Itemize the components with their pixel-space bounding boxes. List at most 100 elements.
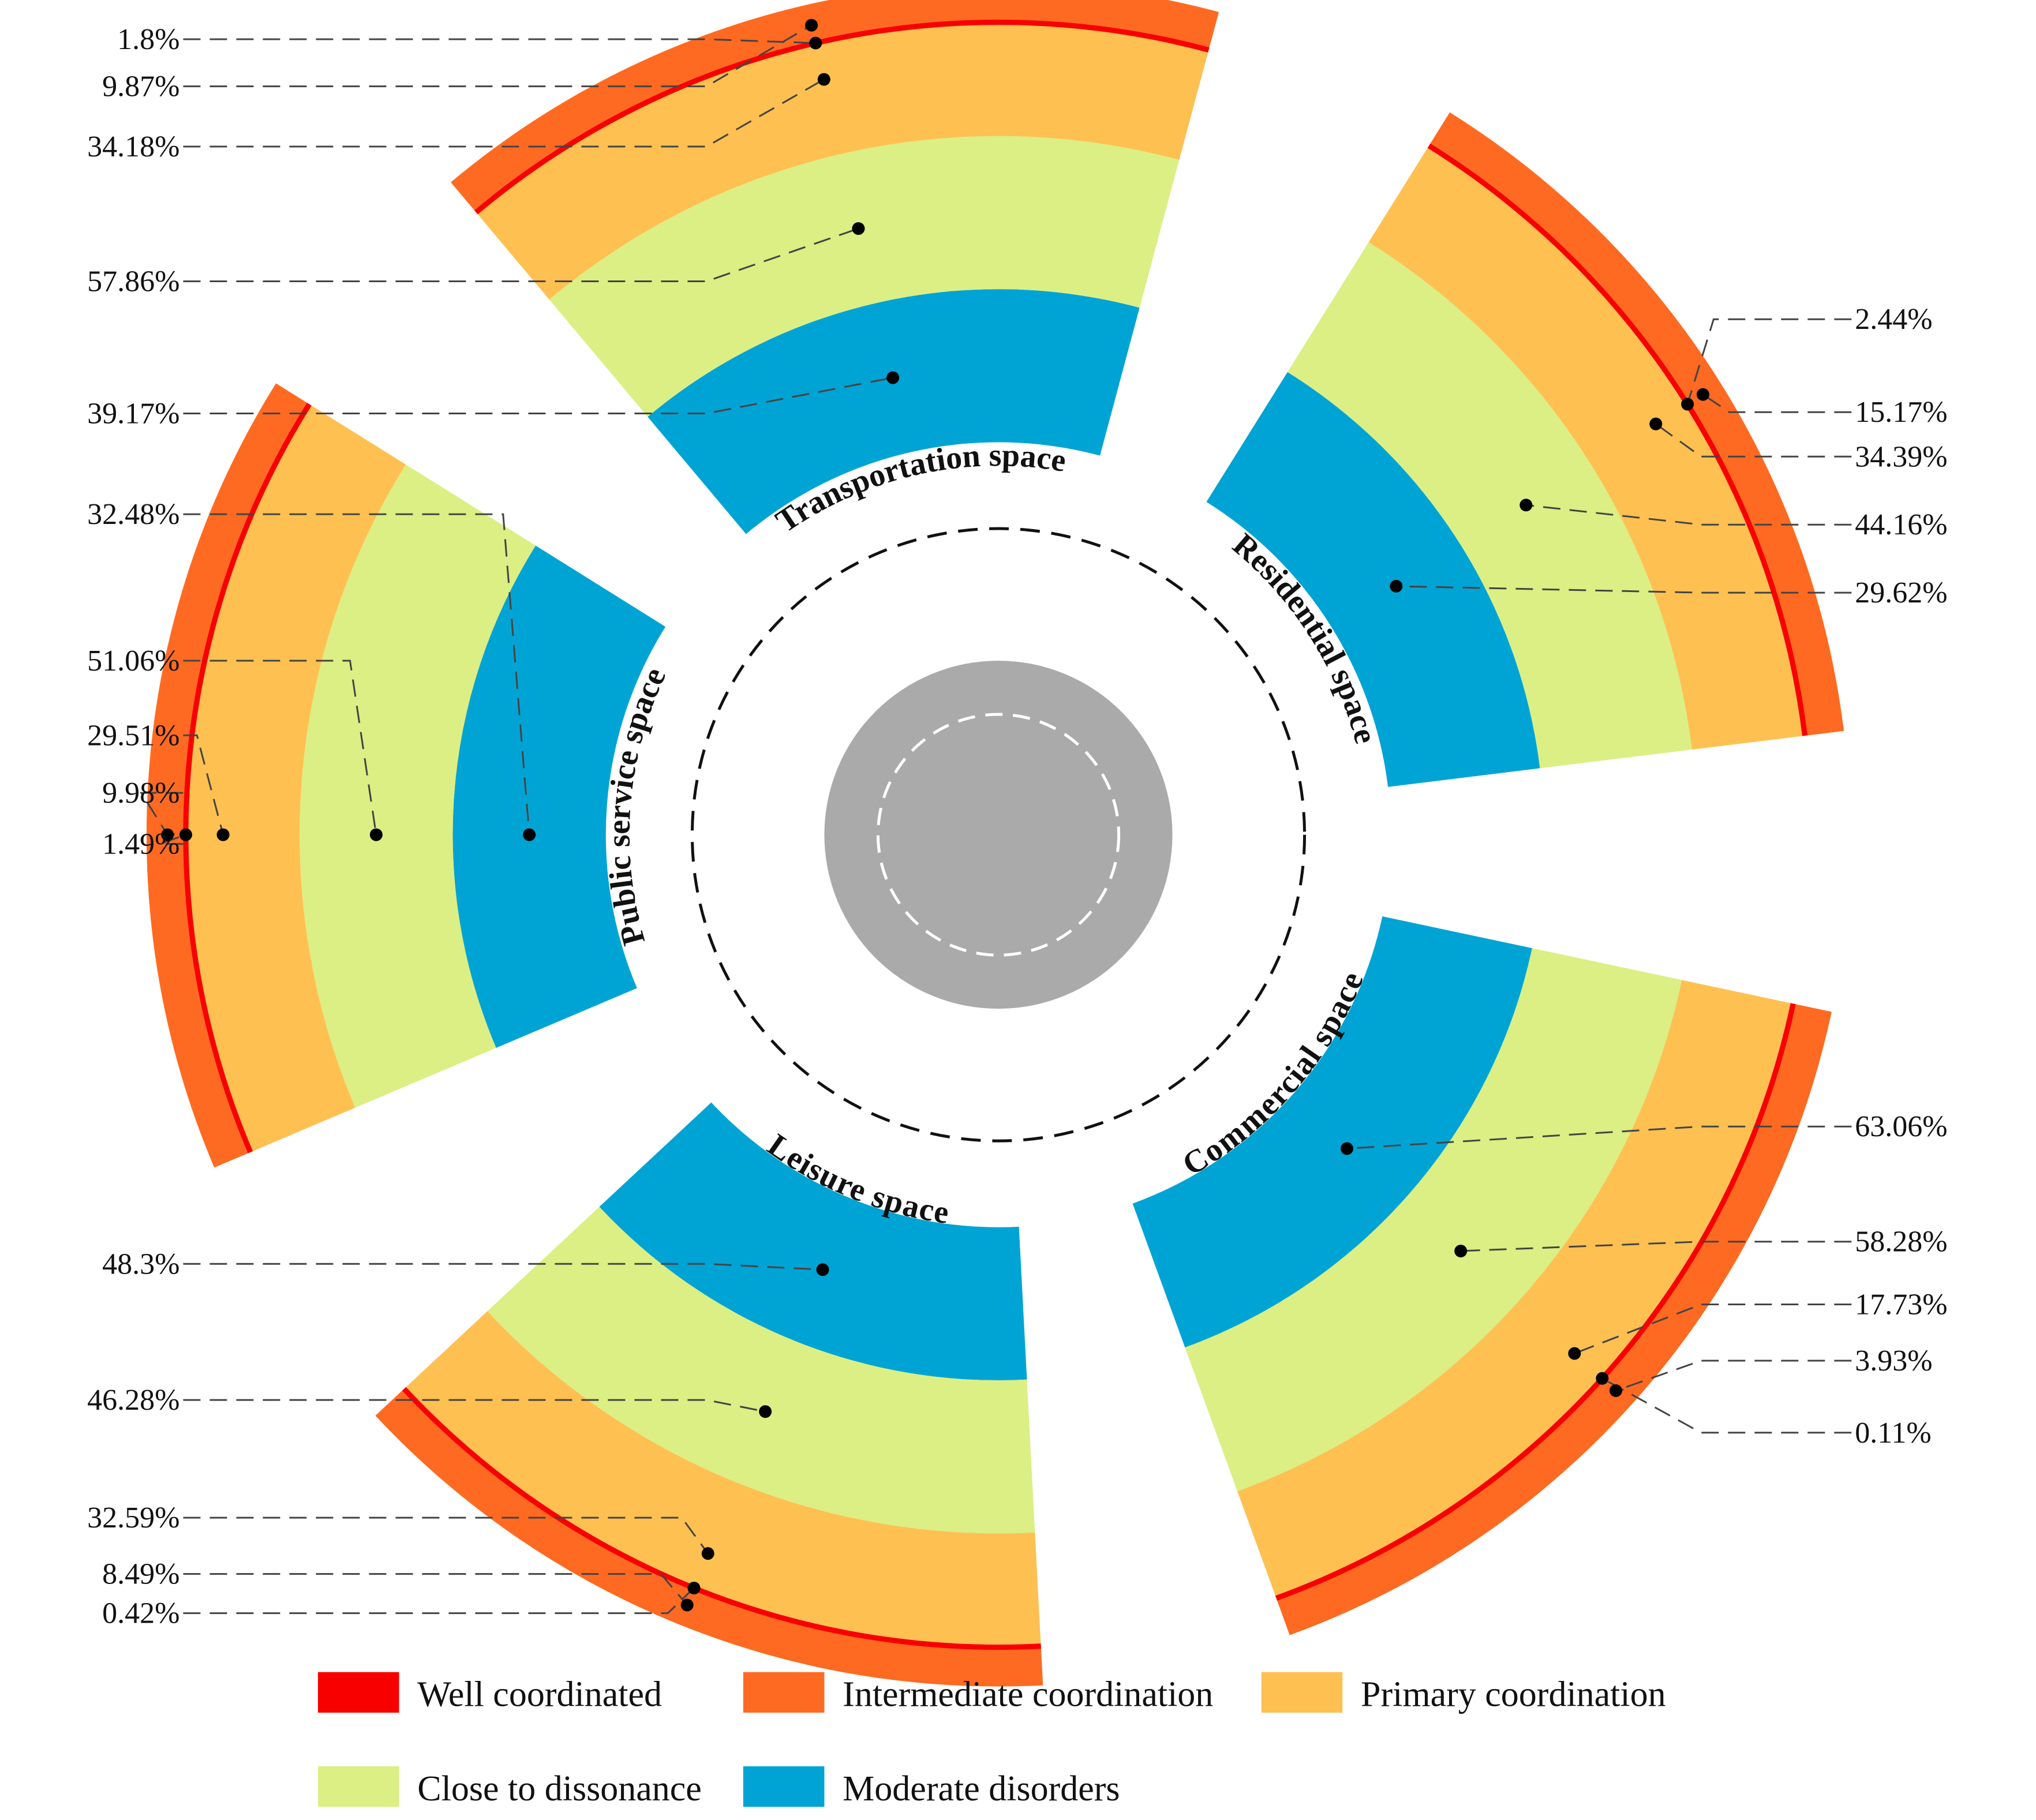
- value-label-transportation-space-moderate-disorders: 39.17%: [87, 397, 179, 430]
- band-leisure-space-well-coordinated: [402, 1387, 1041, 1650]
- band-public-service-space-moderate-disorders: [452, 545, 666, 1048]
- band-transportation-space-moderate-disorders: [648, 289, 1140, 534]
- value-dot-public-service-space-primary-coordination: [216, 828, 230, 841]
- leader-residential-space-intermediate-coordination: [1702, 394, 1852, 413]
- leader-commercial-space-primary-coordination: [1574, 1304, 1852, 1354]
- value-leaders: [140, 18, 1852, 1615]
- legend-swatch-well-coordinated: [317, 1672, 399, 1713]
- value-label-residential-space-close-to-dissonance: 44.16%: [1855, 508, 1947, 541]
- value-label-leisure-space-well-coordinated: 0.42%: [102, 1597, 179, 1630]
- center-dashed-ring: [876, 713, 1121, 957]
- leader-public-service-space-intermediate-coordination: [140, 792, 184, 836]
- value-label-residential-space-well-coordinated: 2.44%: [1855, 303, 1932, 336]
- value-dot-transportation-space-close-to-dissonance: [852, 222, 865, 235]
- legend-swatch-close-to-dissonance: [317, 1766, 399, 1807]
- value-labels: 1.8% 9.87% 34.18% 57.86% 39.17% 2.44% 15.17% 34…: [87, 23, 1948, 1630]
- center-disc: [824, 661, 1173, 1009]
- legend-swatch-primary-coordination: [1261, 1672, 1343, 1713]
- leader-transportation-space-intermediate-coordination: [183, 24, 812, 88]
- value-label-transportation-space-close-to-dissonance: 57.86%: [87, 265, 179, 298]
- value-label-commercial-space-close-to-dissonance: 58.28%: [1855, 1226, 1947, 1259]
- value-label-commercial-space-well-coordinated: 0.11%: [1855, 1417, 1931, 1450]
- band-commercial-space-moderate-disorders: [1132, 916, 1532, 1348]
- leader-residential-space-close-to-dissonance: [1526, 504, 1852, 526]
- inner-dashed-ring: [690, 527, 1307, 1143]
- value-dot-commercial-space-primary-coordination: [1568, 1347, 1581, 1360]
- value-dot-leisure-space-intermediate-coordination: [680, 1598, 694, 1612]
- leader-public-service-space-moderate-disorders: [183, 513, 530, 835]
- value-dot-commercial-space-intermediate-coordination: [1609, 1384, 1622, 1397]
- leader-leisure-space-intermediate-coordination: [183, 1573, 688, 1606]
- value-label-public-service-space-primary-coordination: 29.51%: [87, 719, 179, 752]
- leader-residential-space-well-coordinated: [1686, 318, 1852, 405]
- leader-residential-space-primary-coordination: [1655, 423, 1852, 458]
- value-dot-commercial-space-close-to-dissonance: [1454, 1244, 1468, 1257]
- value-dot-commercial-space-moderate-disorders: [1341, 1142, 1354, 1155]
- value-label-commercial-space-moderate-disorders: 63.06%: [1855, 1110, 1947, 1143]
- band-transportation-space-close-to-dissonance: [549, 136, 1180, 417]
- value-dot-transportation-space-primary-coordination: [817, 73, 830, 86]
- leader-transportation-space-moderate-disorders: [183, 377, 893, 414]
- value-dot-public-service-space-moderate-disorders: [523, 828, 536, 841]
- band-leisure-space-intermediate-coordination: [375, 1387, 1043, 1687]
- value-label-leisure-space-primary-coordination: 32.59%: [87, 1501, 179, 1534]
- value-label-leisure-space-intermediate-coordination: 8.49%: [102, 1558, 179, 1591]
- value-dot-leisure-space-primary-coordination: [701, 1547, 714, 1560]
- band-residential-space-close-to-dissonance: [1288, 242, 1692, 769]
- leader-leisure-space-moderate-disorders: [183, 1263, 823, 1271]
- sector-bands: [146, 0, 1844, 1687]
- value-label-public-service-space-moderate-disorders: 32.48%: [87, 498, 179, 531]
- band-commercial-space-primary-coordination: [1237, 980, 1832, 1635]
- band-commercial-space-close-to-dissonance: [1185, 948, 1682, 1492]
- leader-residential-space-moderate-disorders: [1396, 585, 1852, 594]
- value-label-residential-space-moderate-disorders: 29.62%: [1855, 576, 1947, 609]
- value-label-transportation-space-well-coordinated: 1.8%: [117, 23, 179, 56]
- sector-leisure-space: [375, 1102, 1043, 1687]
- value-dot-transportation-space-intermediate-coordination: [805, 18, 818, 32]
- value-dot-residential-space-moderate-disorders: [1390, 579, 1403, 593]
- sector-public-service-space: [146, 383, 666, 1168]
- value-dot-residential-space-primary-coordination: [1649, 417, 1663, 430]
- legend-swatch-moderate-disorders: [743, 1766, 825, 1807]
- legend: Well coordinated Intermediate coordinatio…: [317, 1672, 1666, 1808]
- value-dot-leisure-space-well-coordinated: [687, 1582, 701, 1595]
- band-public-service-space-intermediate-coordination: [146, 383, 312, 1168]
- band-leisure-space-close-to-dissonance: [487, 1207, 1035, 1534]
- value-dot-transportation-space-moderate-disorders: [886, 371, 900, 384]
- legend-label-moderate-disorders: Moderate disorders: [843, 1769, 1120, 1808]
- band-leisure-space-moderate-disorders: [599, 1102, 1027, 1381]
- leader-commercial-space-moderate-disorders: [1346, 1125, 1852, 1149]
- value-label-residential-space-primary-coordination: 34.39%: [1855, 440, 1947, 473]
- band-transportation-space-intermediate-coordination: [451, 0, 1219, 215]
- value-dot-commercial-space-well-coordinated: [1596, 1372, 1609, 1385]
- value-dot-leisure-space-moderate-disorders: [816, 1263, 829, 1276]
- band-transportation-space-well-coordinated: [474, 20, 1210, 215]
- band-residential-space-moderate-disorders: [1206, 372, 1540, 787]
- legend-label-intermediate-coordination: Intermediate coordination: [843, 1675, 1213, 1714]
- value-label-leisure-space-close-to-dissonance: 46.28%: [87, 1384, 179, 1417]
- value-label-leisure-space-moderate-disorders: 48.3%: [102, 1248, 179, 1280]
- value-label-commercial-space-intermediate-coordination: 3.93%: [1855, 1345, 1932, 1377]
- value-label-transportation-space-primary-coordination: 34.18%: [87, 130, 179, 163]
- value-label-public-service-space-intermediate-coordination: 9.98%: [102, 777, 179, 810]
- value-dot-leisure-space-close-to-dissonance: [759, 1405, 772, 1418]
- leader-transportation-space-close-to-dissonance: [183, 227, 859, 282]
- value-dot-residential-space-intermediate-coordination: [1696, 388, 1709, 401]
- leader-transportation-space-well-coordinated: [183, 38, 816, 44]
- value-dot-public-service-space-close-to-dissonance: [369, 828, 383, 841]
- leader-leisure-space-well-coordinated: [183, 1587, 695, 1615]
- value-label-public-service-space-close-to-dissonance: 51.06%: [87, 645, 179, 677]
- legend-label-well-coordinated: Well coordinated: [417, 1675, 662, 1714]
- sector-residential-space: [1206, 112, 1844, 787]
- value-label-transportation-space-intermediate-coordination: 9.87%: [102, 70, 179, 103]
- leader-transportation-space-primary-coordination: [183, 78, 825, 148]
- value-label-commercial-space-primary-coordination: 17.73%: [1855, 1289, 1947, 1321]
- leader-leisure-space-close-to-dissonance: [183, 1399, 766, 1413]
- leader-leisure-space-primary-coordination: [183, 1516, 709, 1555]
- band-leisure-space-primary-coordination: [375, 1311, 1043, 1687]
- band-public-service-space-close-to-dissonance: [300, 464, 536, 1108]
- legend-swatch-intermediate-coordination: [743, 1672, 825, 1713]
- leader-commercial-space-well-coordinated: [1601, 1377, 1852, 1434]
- value-dot-public-service-space-well-coordinated: [179, 828, 192, 841]
